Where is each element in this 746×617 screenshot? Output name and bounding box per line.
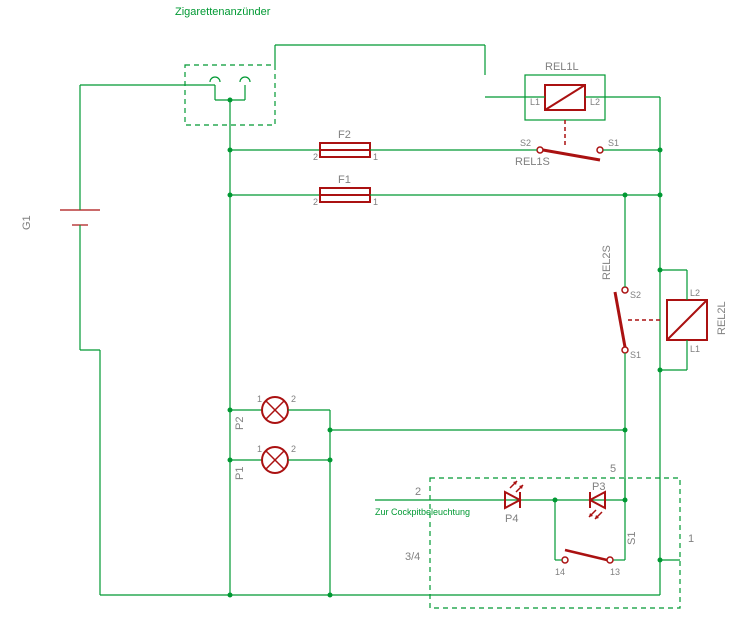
f2-pin2: 2 — [313, 152, 318, 162]
f2-label: F2 — [338, 129, 351, 141]
s1-label: S1 — [626, 532, 638, 545]
cockpit-label: Zur Cockpitbeleuchtung — [375, 507, 470, 517]
junction — [328, 458, 333, 463]
p1-label: P1 — [234, 467, 246, 480]
terminal-2: 2 — [415, 486, 421, 498]
junction — [228, 593, 233, 598]
g1-label: G1 — [21, 215, 33, 230]
rel2s-s2: S2 — [630, 290, 641, 300]
relay1-switch: REL1S S2 S1 — [515, 138, 660, 168]
p2-pin2: 2 — [291, 394, 296, 404]
rel2l-l1: L1 — [690, 344, 700, 354]
lamp-p2: P2 1 2 — [230, 394, 330, 430]
rel1s-s1: S1 — [608, 138, 619, 148]
rel1s-label: REL1S — [515, 156, 550, 168]
rel2l-l2: L2 — [690, 288, 700, 298]
junction — [658, 368, 663, 373]
rel1l-label: REL1L — [545, 61, 579, 73]
f1-pin1: 1 — [373, 197, 378, 207]
p3-label: P3 — [592, 481, 605, 493]
switch-s1: S1 13 14 — [555, 500, 638, 577]
junction — [658, 558, 663, 563]
rel1l-l2: L2 — [590, 97, 600, 107]
ciglighter-contacts — [210, 77, 250, 150]
led-p3: P3 — [580, 481, 628, 519]
terminal-5: 5 — [610, 463, 616, 475]
led-p4: P4 — [495, 481, 530, 525]
lamp-p1: P1 1 2 — [230, 444, 330, 480]
junction — [658, 148, 663, 153]
relay2-coil: REL2L L1 L2 — [658, 268, 729, 373]
rel2s-s1: S1 — [630, 350, 641, 360]
f1-label: F1 — [338, 174, 351, 186]
relay2-switch: REL2S S2 S1 — [601, 193, 663, 501]
junction — [623, 428, 628, 433]
p2-pin1: 1 — [257, 394, 262, 404]
rel2s-label: REL2S — [601, 245, 613, 280]
p1-pin1: 1 — [257, 444, 262, 454]
terminal-34: 3/4 — [405, 551, 420, 563]
rel1s-s2: S2 — [520, 138, 531, 148]
s1-pin13: 13 — [610, 567, 620, 577]
f1-pin2: 2 — [313, 197, 318, 207]
junction — [658, 268, 663, 273]
p2-label: P2 — [234, 417, 246, 430]
relay1-coil: REL1L L1 L2 — [485, 61, 660, 145]
p4-label: P4 — [505, 513, 518, 525]
title-label: Zigarettenanzünder — [175, 6, 271, 18]
fuse-f1: F1 2 1 — [230, 174, 660, 207]
battery-g1: G1 — [21, 210, 100, 230]
f2-pin1: 1 — [373, 152, 378, 162]
terminal-1: 1 — [688, 533, 694, 545]
junction — [658, 193, 663, 198]
s1-pin14: 14 — [555, 567, 565, 577]
rel2l-label: REL2L — [716, 301, 728, 335]
junction — [623, 193, 628, 198]
p1-pin2: 2 — [291, 444, 296, 454]
fuse-f2: F2 2 1 — [230, 129, 530, 162]
rel1l-l1: L1 — [530, 97, 540, 107]
